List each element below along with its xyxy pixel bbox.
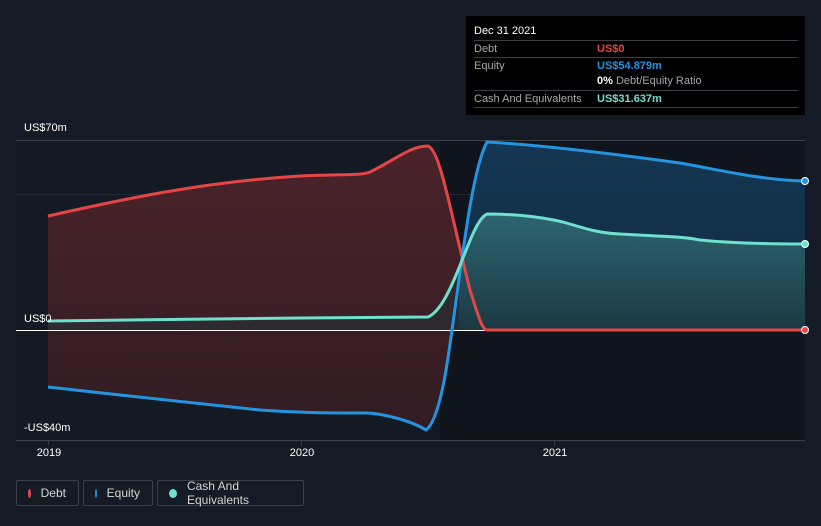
x-label-2019: 2019 (36, 447, 62, 459)
debt-end-marker[interactable] (801, 326, 809, 334)
x-label-2021: 2021 (542, 447, 568, 459)
equity-line (47, 140, 806, 432)
x-label-2020: 2020 (289, 447, 315, 459)
legend-label: Equity (106, 486, 140, 500)
legend-item-equity[interactable]: Equity (83, 480, 153, 506)
data-tooltip: Dec 31 2021 Debt US$0 Equity US$54.879m … (466, 16, 805, 115)
legend-item-cash[interactable]: Cash And Equivalents (157, 479, 304, 507)
tooltip-date: Dec 31 2021 (474, 25, 537, 37)
debt-dot-icon (28, 488, 31, 498)
ratio-value: 0% (597, 75, 613, 87)
equity-end-marker[interactable] (801, 177, 809, 185)
tooltip-label: Equity (474, 60, 505, 72)
ratio-label: Debt/Equity Ratio (615, 75, 702, 87)
cash-dot-icon (169, 488, 177, 498)
tooltip-row-equity: Equity US$54.879m (474, 57, 798, 75)
legend-label: Debt (40, 486, 66, 500)
equity-dot-icon (95, 488, 97, 498)
y-label-top: US$70m (24, 122, 67, 134)
legend-item-debt[interactable]: Debt (16, 480, 79, 506)
cash-line (47, 212, 806, 323)
tooltip-row-cash: Cash And Equivalents US$31.637m (474, 90, 798, 108)
tooltip-value-equity: US$54.879m (597, 60, 662, 72)
y-label-zero: US$0 (24, 313, 52, 325)
debt-area (48, 146, 487, 430)
tooltip-divider (474, 107, 798, 108)
tooltip-ratio: 0% Debt/Equity Ratio (597, 75, 702, 87)
tooltip-row-debt: Debt US$0 (474, 40, 798, 58)
tooltip-value-debt: US$0 (597, 43, 625, 55)
debt-line (47, 144, 805, 332)
y-label-bottom: -US$40m (24, 422, 71, 434)
tooltip-label: Cash And Equivalents (474, 93, 582, 105)
cash-area-left (48, 268, 459, 330)
cash-end-marker[interactable] (801, 240, 809, 248)
tooltip-label: Debt (474, 43, 498, 55)
tooltip-value-cash: US$31.637m (597, 93, 662, 105)
legend-label: Cash And Equivalents (186, 479, 250, 507)
